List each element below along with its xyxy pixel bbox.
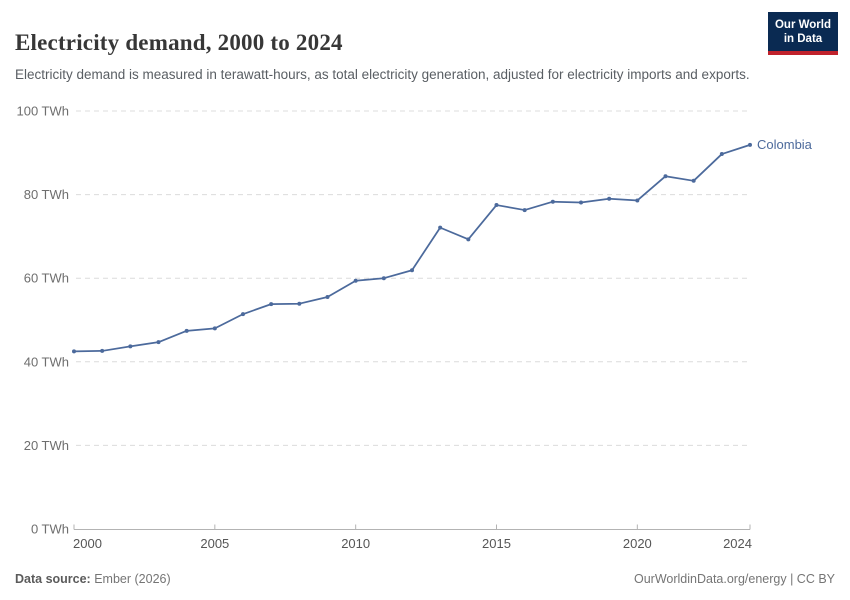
data-line bbox=[73, 143, 751, 353]
owid-logo-line2: in Data bbox=[783, 33, 823, 46]
y-tick-label: 60 TWh bbox=[24, 271, 69, 286]
x-tick-label: 2005 bbox=[200, 536, 229, 551]
chart-title: Electricity demand, 2000 to 2024 bbox=[15, 30, 343, 56]
x-tick-label: 2010 bbox=[341, 536, 370, 551]
x-tick-label: 2024 bbox=[723, 536, 752, 551]
owid-logo-line1: Our World bbox=[774, 19, 831, 31]
data-point bbox=[269, 302, 274, 307]
data-point bbox=[241, 312, 245, 317]
data-source-note: Data source: Ember (2026) bbox=[15, 572, 171, 586]
data-source-value: Ember (2026) bbox=[90, 572, 171, 586]
data-point bbox=[100, 348, 105, 353]
data-point bbox=[607, 196, 612, 201]
data-point bbox=[579, 200, 583, 205]
data-point bbox=[691, 178, 696, 183]
data-point bbox=[719, 152, 724, 157]
data-point bbox=[353, 278, 358, 283]
chart-subtitle: Electricity demand is measured in terawa… bbox=[15, 66, 750, 82]
y-tick-label: 80 TWh bbox=[24, 187, 69, 202]
data-point bbox=[550, 199, 555, 204]
credit-link[interactable]: OurWorldinData.org/energy | CC BY bbox=[633, 572, 835, 586]
data-point bbox=[212, 326, 217, 331]
y-tick-label: 100 TWh bbox=[16, 104, 69, 119]
x-tick-label: 2000 bbox=[73, 536, 102, 551]
y-tick-label: 40 TWh bbox=[24, 354, 69, 369]
x-tick-label: 2015 bbox=[482, 536, 511, 551]
data-point bbox=[663, 174, 668, 179]
data-point bbox=[184, 328, 189, 333]
data-point bbox=[748, 142, 752, 147]
data-point bbox=[297, 301, 302, 306]
data-point bbox=[381, 276, 386, 281]
data-point bbox=[325, 295, 330, 300]
y-tick-label: 0 TWh bbox=[31, 522, 69, 537]
data-point bbox=[72, 349, 76, 354]
data-point bbox=[128, 344, 133, 349]
data-point bbox=[522, 208, 527, 213]
series-label-colombia[interactable]: Colombia bbox=[757, 136, 812, 152]
x-tick-label: 2020 bbox=[623, 536, 652, 551]
data-point bbox=[466, 237, 471, 242]
data-point bbox=[635, 198, 640, 203]
data-point bbox=[410, 268, 414, 273]
data-point bbox=[494, 203, 499, 208]
data-point bbox=[438, 225, 443, 230]
data-point bbox=[156, 340, 161, 345]
y-tick-label: 20 TWh bbox=[24, 438, 69, 453]
data-source-label: Data source: bbox=[15, 572, 91, 586]
owid-logo[interactable]: Our World in Data bbox=[768, 12, 838, 55]
